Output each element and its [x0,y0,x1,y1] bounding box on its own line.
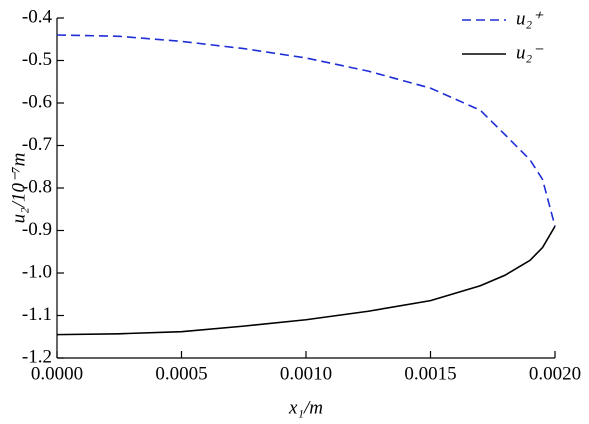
y-tick-label: -0.8 [22,176,52,197]
y-axis-label: u₂/10⁻⁷m [8,153,29,224]
x-tick-label: 0.0020 [529,363,581,384]
y-tick-label: -1.0 [22,261,52,282]
y-tick-label: -0.5 [22,49,52,70]
y-tick-label: -0.7 [22,134,52,155]
x-tick-label: 0.0010 [280,363,332,384]
series-line [56,225,556,336]
legend-label: u₂⁻ [516,42,544,63]
y-tick-label: -1.1 [22,304,52,325]
y-tick-label: -0.9 [22,219,52,240]
legend-label: u₂⁺ [516,8,544,29]
x-axis-label: x₁/m [288,397,323,418]
series-line [56,34,556,227]
x-tick-label: 0.0000 [31,363,83,384]
y-tick-label: -1.2 [22,346,52,367]
x-tick-label: 0.0015 [404,363,456,384]
y-tick-label: -0.6 [22,91,52,112]
y-tick-label: -0.4 [22,6,53,27]
x-tick-label: 0.0005 [155,363,207,384]
